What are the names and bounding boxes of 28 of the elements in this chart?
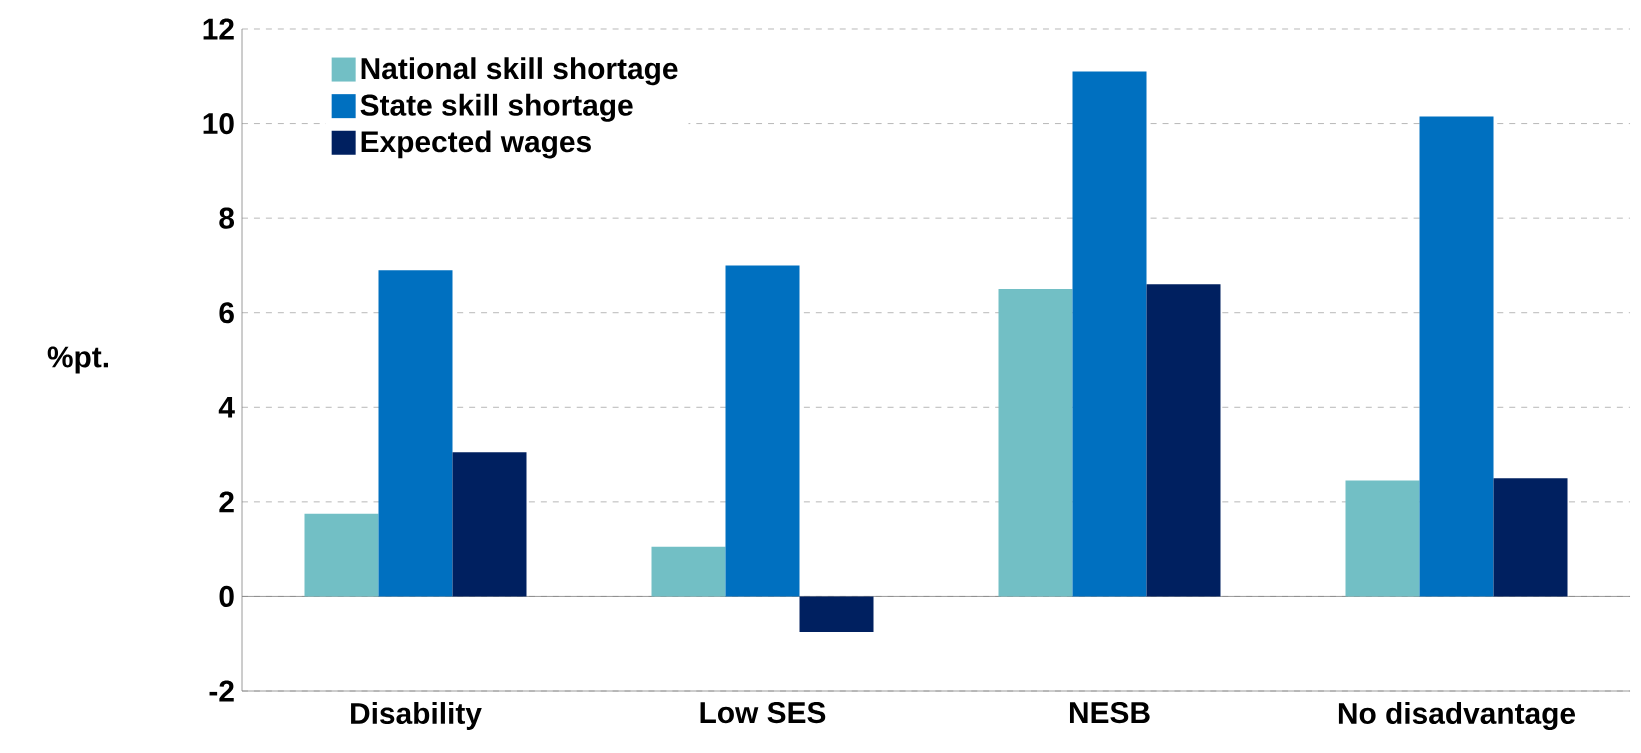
bar: [1345, 480, 1420, 597]
bar: [1072, 71, 1147, 597]
y-tick-label: 2: [219, 491, 234, 513]
bar: [799, 596, 874, 632]
y-tick-label: 4: [218, 397, 235, 418]
legend-label: State skill shortage: [360, 93, 633, 122]
x-tick-label: Disability: [351, 702, 482, 730]
bar: [378, 270, 453, 597]
bar: [998, 289, 1073, 597]
bar: [452, 452, 527, 597]
bar: [651, 546, 726, 597]
y-tick-label: 0: [219, 585, 234, 607]
bar: [725, 265, 800, 597]
y-tick-label: 10: [203, 112, 234, 135]
x-tick-label: NESB: [1069, 702, 1150, 724]
bar: [1419, 116, 1494, 597]
y-axis-title: %pt.: [47, 346, 108, 374]
y-tick-label: 8: [219, 207, 235, 229]
bar: [1493, 478, 1568, 597]
y-tick-label: -2: [209, 680, 234, 702]
legend-label: National skill shortage: [361, 57, 678, 86]
bar: [304, 513, 379, 597]
y-tick-label: 12: [203, 18, 234, 40]
x-tick-label: Low SES: [700, 702, 826, 724]
bar: [1146, 284, 1221, 597]
x-tick-label: No disadvantage: [1338, 702, 1576, 731]
legend-label: Expected wages: [361, 130, 591, 159]
y-tick-label: 6: [219, 302, 234, 324]
